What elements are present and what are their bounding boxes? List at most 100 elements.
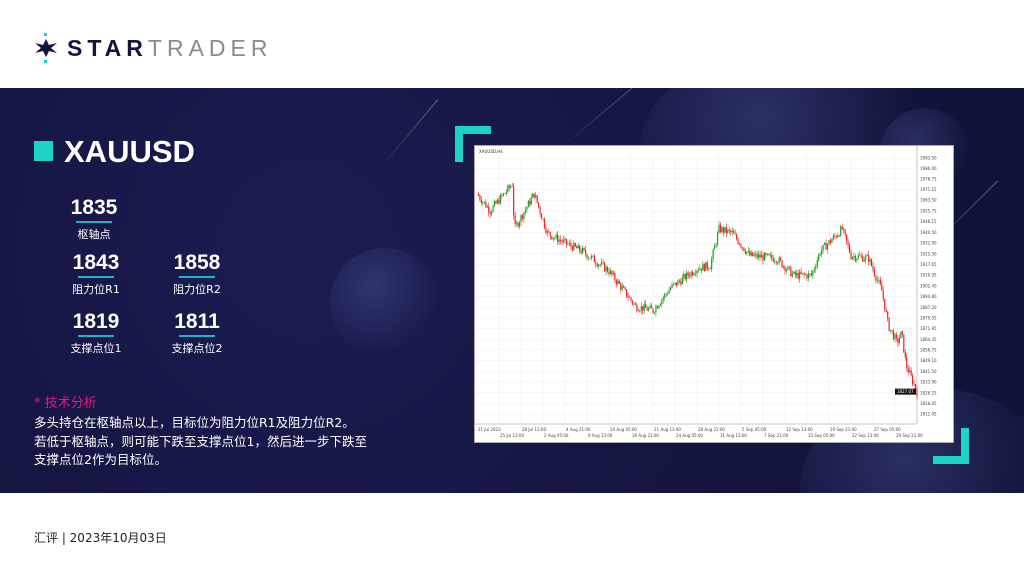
candle-body (686, 272, 688, 280)
candle-body (796, 273, 798, 276)
candle-body (483, 201, 485, 203)
analysis-line: 支撑点位2作为目标位。 (34, 452, 167, 467)
candle-body (590, 255, 592, 259)
s1-value: 1819 (72, 310, 120, 333)
x-tick-label: 16 Aug 21:00 (632, 433, 659, 438)
candle-body (684, 274, 686, 280)
candle-body (737, 239, 739, 244)
candle-body (643, 304, 645, 311)
candle-body (650, 305, 653, 309)
y-tick-label: 1955.75 (920, 209, 937, 214)
y-tick-label: 1948.15 (920, 219, 937, 224)
candle-body (825, 242, 827, 250)
candle-body (485, 201, 487, 208)
candle-body (618, 280, 620, 284)
candle-body (584, 249, 587, 255)
candle-body (733, 231, 735, 234)
candle-body (583, 247, 585, 250)
y-tick-label: 1818.65 (920, 401, 937, 406)
candle-body (549, 232, 551, 236)
candle-body (741, 247, 744, 248)
candle-body (477, 193, 480, 196)
candle-body (488, 206, 490, 213)
candle-body (690, 271, 692, 277)
candle-body (790, 267, 792, 277)
candle-body (557, 234, 559, 243)
candle-body (560, 239, 562, 241)
candle-body (548, 231, 550, 233)
r2-label: 阻力位R2 (173, 283, 221, 296)
candle-body (762, 255, 764, 261)
y-tick-label: 1932.90 (920, 241, 937, 246)
y-tick-label: 1841.50 (920, 369, 937, 374)
candle-body (546, 231, 548, 233)
y-tick-label: 1978.75 (920, 176, 937, 181)
candle-body (724, 227, 726, 233)
candle-body (593, 255, 595, 263)
candle-body (678, 280, 680, 282)
candle-body (480, 199, 482, 204)
candle-body (821, 250, 823, 255)
chart-symbol-header: XAUUSD,H4 (479, 149, 503, 154)
candle-body (696, 270, 698, 274)
x-tick-label: 5 Sep 05:00 (742, 427, 767, 432)
s1-level: 1819 支撑点位1 (56, 310, 136, 356)
x-tick-label: 12 Sep 13:00 (786, 427, 813, 432)
candle-body (561, 240, 563, 243)
candle-body (810, 273, 812, 276)
y-tick-label: 1971.15 (920, 187, 937, 192)
y-tick-label: 1963.50 (920, 198, 937, 203)
candle-body (868, 255, 870, 262)
candle-body (809, 273, 811, 275)
candle-body (804, 274, 807, 276)
candle-body (894, 334, 896, 340)
candle-body (782, 266, 785, 268)
candle-body (752, 252, 754, 257)
candle-body (718, 225, 720, 233)
candle-body (598, 264, 600, 267)
candle-body (909, 370, 911, 373)
candle-body (589, 257, 591, 259)
candle-body (592, 255, 594, 257)
candle-body (582, 247, 584, 253)
candle-body (573, 243, 575, 251)
candle-body (587, 257, 590, 259)
candle-body (870, 259, 873, 266)
candle-body (624, 287, 626, 290)
x-tick-label: 28 Jul 13:00 (522, 427, 546, 432)
star-logo-icon (35, 33, 57, 63)
logo-text-trader: TRADER (147, 34, 273, 61)
candle-body (794, 271, 796, 276)
candle-body (890, 329, 892, 331)
y-tick-label: 1879.55 (920, 315, 937, 320)
analysis-line: 多头持仓在枢轴点以上，目标位为阻力位R1及阻力位R2。 (34, 415, 355, 430)
candle-body (530, 197, 532, 205)
candle-body (504, 193, 506, 194)
candle-body (891, 329, 893, 332)
pivot-level: 1835 枢轴点 (54, 196, 134, 242)
candle-body (489, 212, 491, 214)
candle-body (527, 200, 529, 208)
candle-body (558, 239, 560, 243)
x-tick-label: 21 Jul 2023 (478, 427, 501, 432)
s2-level: 1811 支撑点位2 (157, 310, 237, 356)
candle-body (758, 254, 760, 258)
candle-body (769, 254, 771, 256)
candle-body (738, 243, 741, 245)
candle-body (551, 235, 553, 240)
candle-body (633, 303, 635, 305)
candle-body (878, 279, 880, 281)
candle-body (524, 209, 526, 213)
candle-body (612, 273, 614, 275)
candle-body (853, 255, 855, 258)
candle-body (510, 186, 512, 188)
candle-body (606, 266, 609, 272)
x-tick-label: 22 Sep 13:00 (852, 433, 879, 438)
candle-body (780, 257, 782, 261)
candle-body (609, 270, 612, 274)
header: STARTRADER (0, 0, 1024, 88)
candle-body (749, 250, 751, 256)
candle-body (508, 185, 510, 188)
candle-body (621, 286, 623, 290)
candle-body (812, 270, 814, 276)
